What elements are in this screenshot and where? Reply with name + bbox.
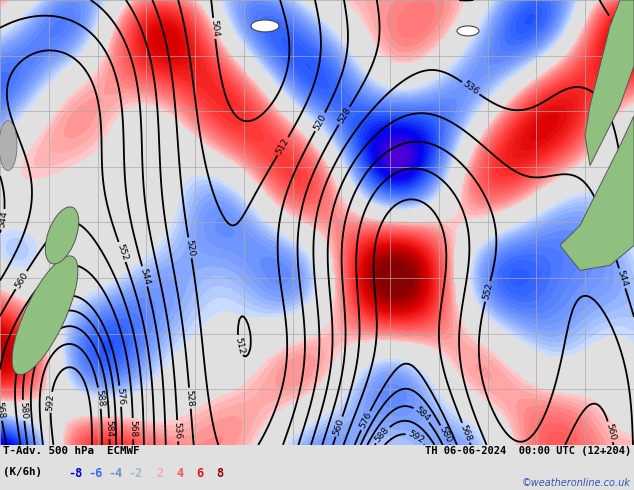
Text: 544: 544 <box>0 210 9 228</box>
Text: 520: 520 <box>184 239 196 257</box>
Ellipse shape <box>251 20 279 32</box>
Text: 584: 584 <box>105 420 114 438</box>
Text: 576: 576 <box>358 411 373 430</box>
Text: T-Adv. 500 hPa  ECMWF: T-Adv. 500 hPa ECMWF <box>3 446 139 456</box>
Text: -8: -8 <box>68 467 82 480</box>
Text: 568: 568 <box>128 420 138 438</box>
Text: 8: 8 <box>216 467 223 480</box>
Text: 528: 528 <box>184 389 195 407</box>
Text: 6: 6 <box>196 467 203 480</box>
Ellipse shape <box>457 26 479 36</box>
Text: 588: 588 <box>94 389 105 407</box>
Text: 504: 504 <box>209 20 219 37</box>
Text: -2: -2 <box>128 467 142 480</box>
Text: 584: 584 <box>413 405 431 423</box>
Text: 592: 592 <box>406 429 425 446</box>
Text: 560: 560 <box>604 422 617 441</box>
Text: 580: 580 <box>437 425 453 444</box>
Text: 552: 552 <box>115 243 129 262</box>
Text: 544: 544 <box>138 267 151 286</box>
Text: 528: 528 <box>336 106 353 125</box>
Text: 580: 580 <box>18 401 29 419</box>
Text: 4: 4 <box>176 467 183 480</box>
Text: ©weatheronline.co.uk: ©weatheronline.co.uk <box>522 478 631 488</box>
Polygon shape <box>560 116 634 270</box>
Text: 576: 576 <box>115 387 126 405</box>
Text: 568: 568 <box>0 401 6 419</box>
Ellipse shape <box>12 256 78 374</box>
Ellipse shape <box>0 121 17 171</box>
Text: 588: 588 <box>373 425 391 444</box>
Text: 2: 2 <box>156 467 163 480</box>
Text: 568: 568 <box>458 423 474 442</box>
Text: 520: 520 <box>312 112 328 132</box>
Text: 560: 560 <box>332 417 346 436</box>
Text: 536: 536 <box>172 422 183 440</box>
Text: 544: 544 <box>616 269 629 288</box>
Text: -4: -4 <box>108 467 122 480</box>
Text: 536: 536 <box>461 79 481 97</box>
Text: 560: 560 <box>13 270 30 290</box>
Text: 512: 512 <box>233 336 245 355</box>
Text: (K/6h): (K/6h) <box>3 467 42 477</box>
Text: -6: -6 <box>88 467 102 480</box>
Polygon shape <box>585 0 634 166</box>
Ellipse shape <box>45 207 79 264</box>
Text: 528: 528 <box>607 15 623 34</box>
Text: TH 06-06-2024  00:00 UTC (12+204): TH 06-06-2024 00:00 UTC (12+204) <box>425 446 631 456</box>
Text: 592: 592 <box>46 393 56 411</box>
Text: 512: 512 <box>275 137 291 156</box>
Text: 552: 552 <box>481 282 494 301</box>
